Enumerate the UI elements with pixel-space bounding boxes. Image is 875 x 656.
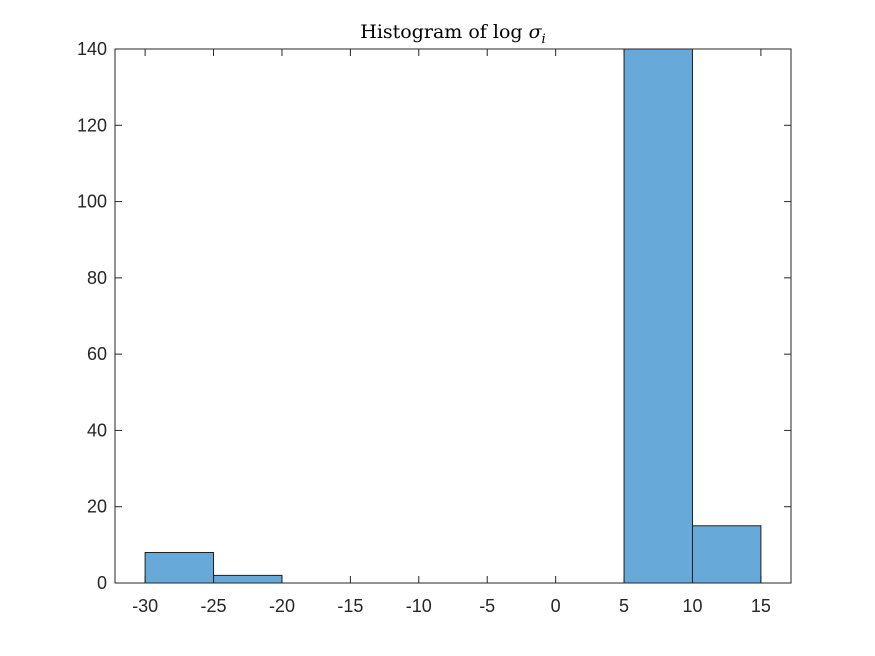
x-axis-ticks: -30 -25 -20 -15 -10 -5 0 5 10 15 [132, 49, 771, 616]
y-tick-label: 20 [87, 497, 107, 517]
chart-title: Histogram of log σi [360, 21, 545, 47]
y-tick-label: 140 [77, 39, 107, 59]
x-tick-label: -15 [337, 596, 363, 616]
histogram-bar [213, 574, 283, 584]
x-tick-label: -10 [406, 596, 432, 616]
chart-title-text: Histogram of log [360, 21, 522, 43]
histogram-bar [623, 48, 693, 584]
x-tick-label: -30 [132, 596, 158, 616]
y-tick-label: 40 [87, 420, 107, 440]
x-tick-label: 10 [682, 596, 702, 616]
histogram-bar [144, 551, 215, 584]
y-tick-label: 0 [97, 573, 107, 593]
x-tick-label: -5 [479, 596, 495, 616]
y-tick-label: 60 [87, 344, 107, 364]
x-tick-label: -20 [269, 596, 295, 616]
x-tick-label: -25 [201, 596, 227, 616]
x-tick-label: 0 [551, 596, 561, 616]
y-tick-label: 80 [87, 268, 107, 288]
y-tick-label: 120 [77, 115, 107, 135]
bar-group [144, 48, 762, 584]
histogram-bar [691, 525, 762, 584]
chart-title-symbol: σ [529, 21, 543, 43]
y-axis-ticks: 0 20 40 60 80 100 120 140 [77, 39, 791, 593]
y-tick-label: 100 [77, 192, 107, 212]
x-tick-label: 15 [751, 596, 771, 616]
chart-title-subscript: i [542, 32, 546, 47]
x-tick-label: 5 [619, 596, 629, 616]
axes-box [114, 48, 792, 584]
